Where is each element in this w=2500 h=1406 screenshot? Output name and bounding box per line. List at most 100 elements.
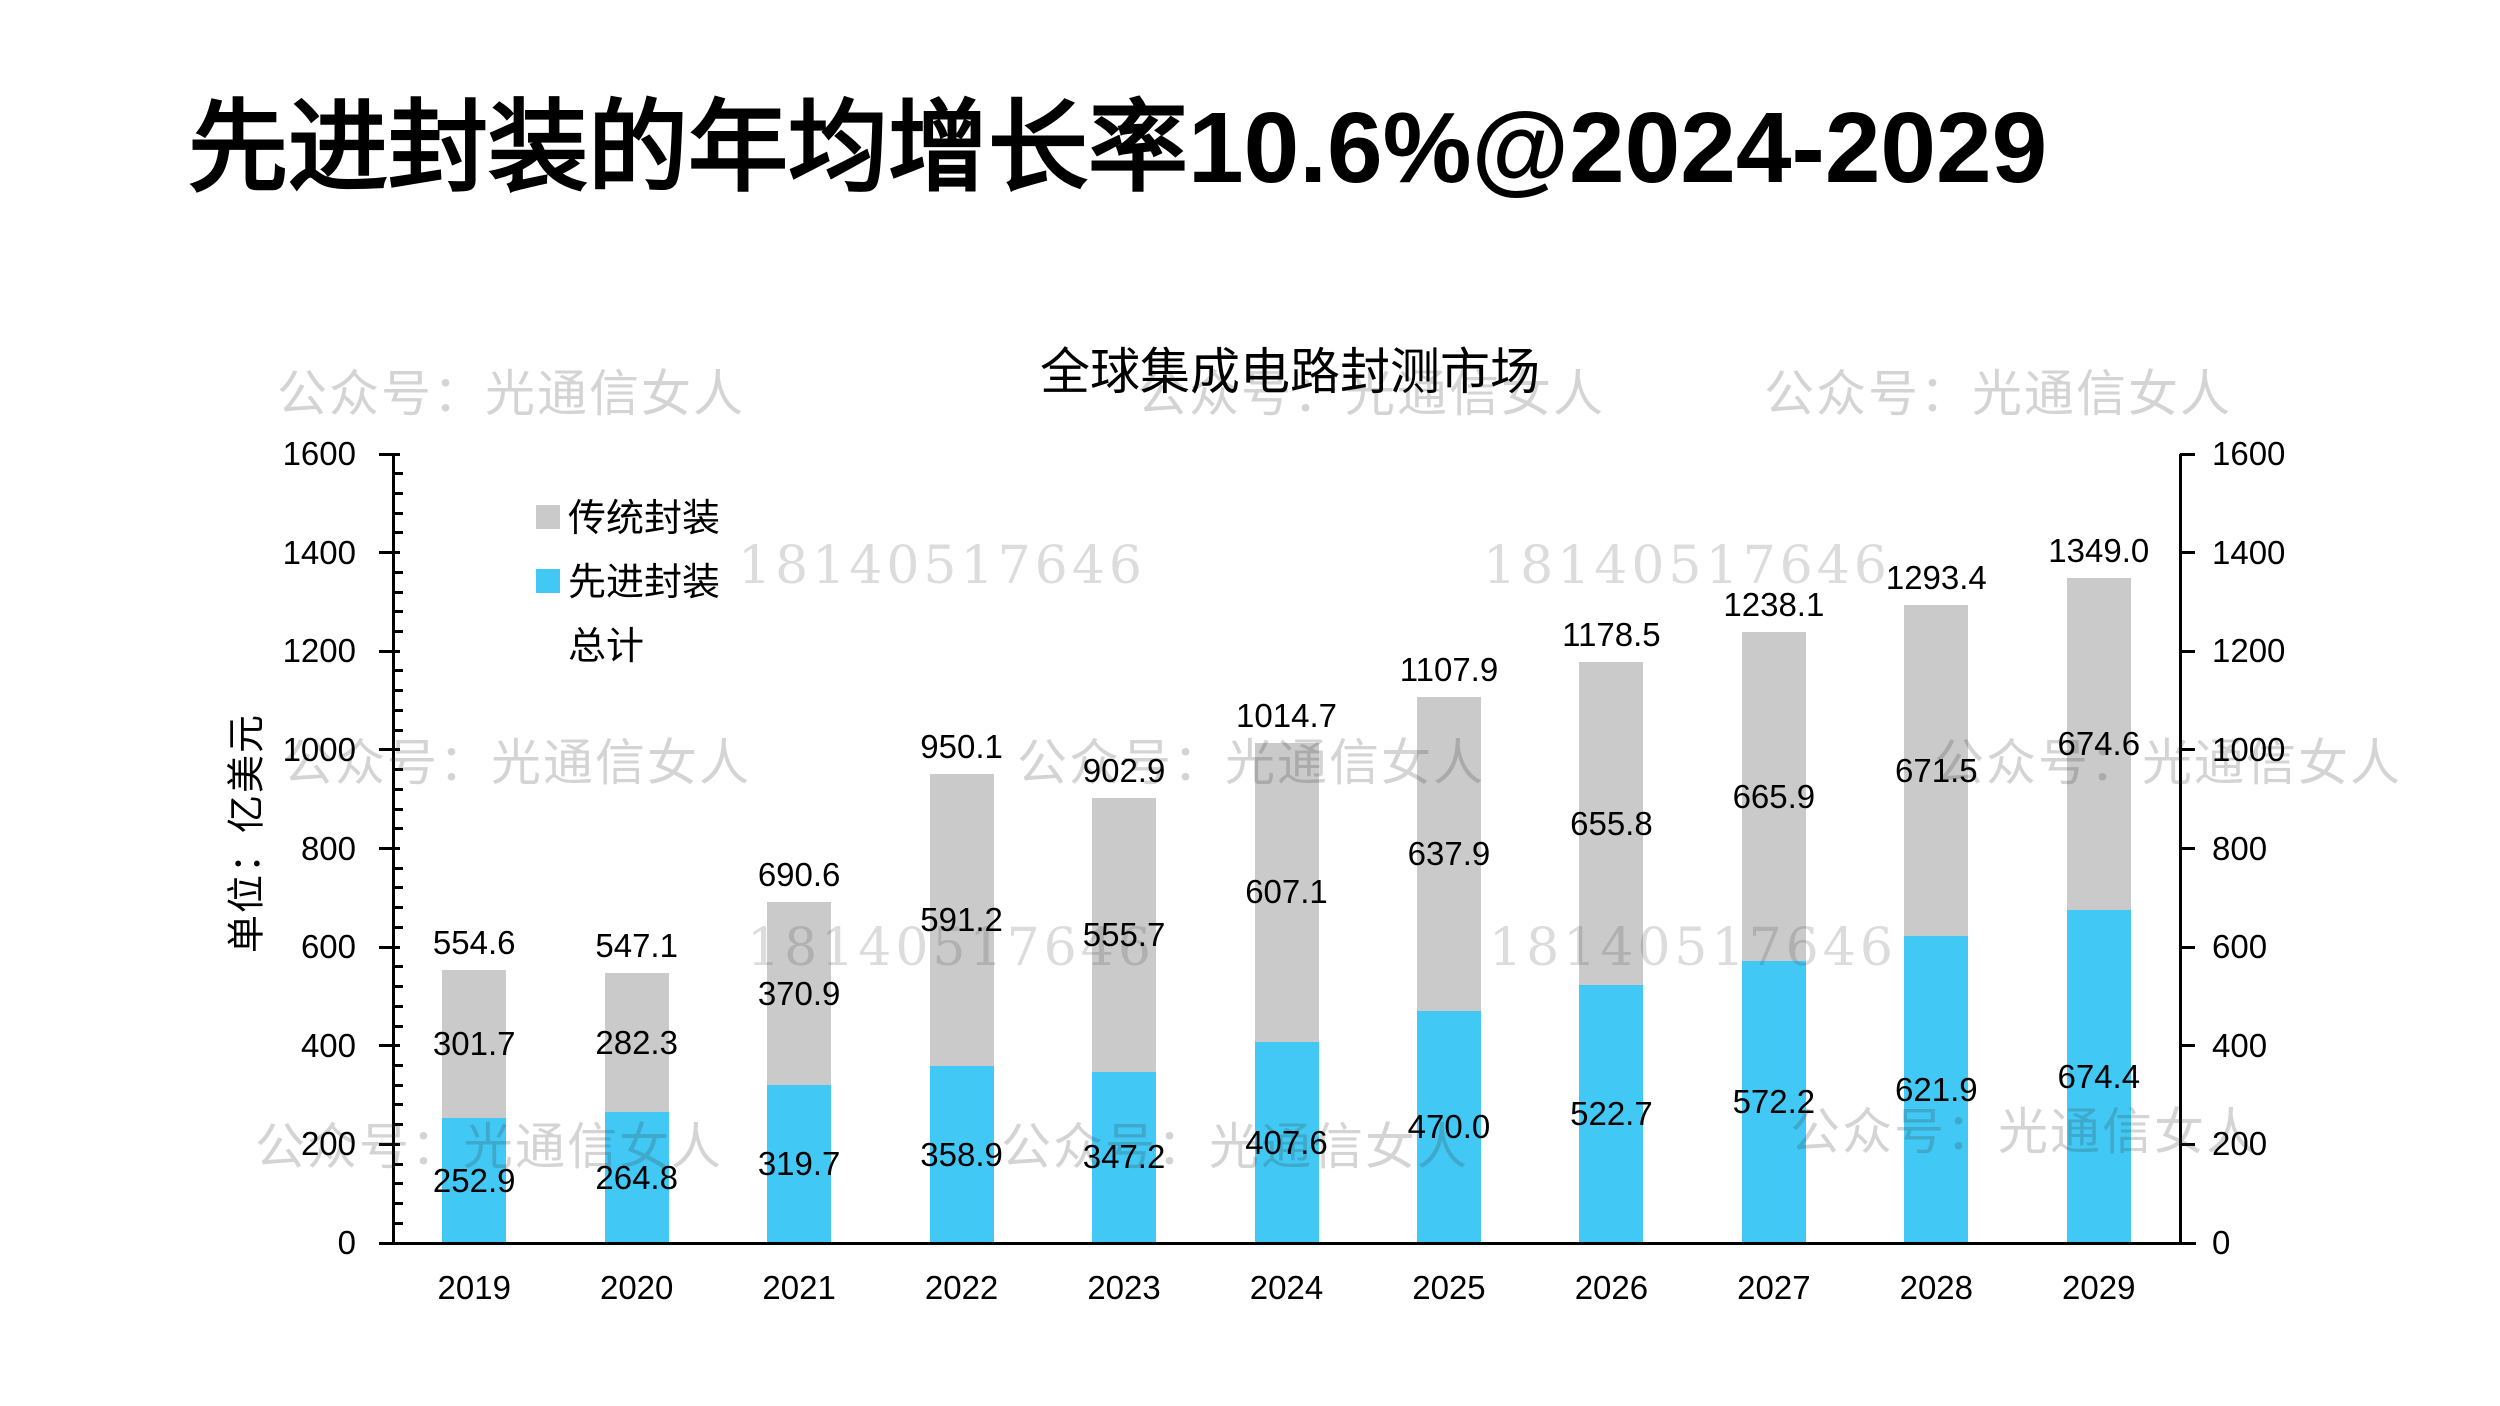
y-tick-minor-left	[393, 669, 403, 673]
y-tick-label-left: 600	[300, 928, 356, 966]
segment-value-label-traditional: 555.7	[1082, 915, 1166, 953]
x-category-label-2029: 2029	[2062, 1269, 2136, 1306]
y-tick-minor-left	[393, 570, 403, 574]
bar-segment-traditional-2019	[442, 969, 507, 1119]
y-tick-minor-left	[393, 689, 403, 693]
segment-value-label-advanced: 358.9	[920, 1135, 1003, 1173]
bar-segment-traditional-2026	[1579, 661, 1644, 986]
y-tick-minor-left	[393, 985, 403, 989]
x-category-label-2026: 2026	[1574, 1269, 1649, 1306]
total-value-label: 1349.0	[2048, 531, 2150, 569]
y-tick-label-right: 400	[2212, 1026, 2268, 1064]
bar-segment-advanced-2027	[1741, 960, 1806, 1243]
y-tick-minor-left	[393, 1221, 403, 1225]
chart-title: 全球集成电路封测市场	[1040, 344, 1540, 400]
y-tick-label-left: 1400	[282, 533, 356, 571]
bar-segment-traditional-2028	[1904, 605, 1969, 937]
watermark-phone-number: 18140517646	[1483, 536, 1891, 596]
y-tick-minor-left	[393, 965, 403, 969]
y-tick-minor-left	[393, 1182, 403, 1186]
x-category-label-2028: 2028	[1899, 1269, 1974, 1306]
segment-value-label-advanced: 522.7	[1570, 1095, 1653, 1133]
y-tick-minor-left	[393, 708, 403, 712]
y-tick-label-right: 1000	[2212, 730, 2286, 768]
y-tick-minor-left	[393, 630, 403, 634]
y-tick-minor-left	[393, 531, 403, 535]
y-tick-minor-left	[393, 827, 403, 831]
watermark-phone-number: 18140517646	[738, 536, 1146, 596]
x-axis	[380, 1241, 2196, 1245]
y-tick-label-left: 0	[337, 1224, 356, 1261]
y-tick-label-right: 1400	[2212, 533, 2286, 571]
segment-value-label-traditional: 655.8	[1570, 804, 1653, 842]
y-tick-minor-left	[393, 472, 403, 476]
y-tick-minor-left	[393, 1024, 403, 1028]
y-tick-label-right: 1600	[2212, 435, 2286, 472]
y-tick-minor-left	[393, 787, 403, 791]
legend-swatch-advanced	[536, 569, 560, 593]
bar-segment-advanced-2026	[1579, 985, 1644, 1243]
total-value-label: 547.1	[595, 927, 678, 965]
y-tick-minor-left	[393, 866, 403, 870]
segment-value-label-traditional: 591.2	[920, 901, 1003, 939]
x-category-label-2023: 2023	[1087, 1269, 1161, 1306]
legend-item-label: 传统封装	[568, 498, 721, 540]
y-tick-major-left	[379, 847, 400, 850]
bar-segment-advanced-2028	[1904, 936, 1969, 1243]
total-value-label: 1238.1	[1723, 586, 1825, 624]
bar-segment-advanced-2024	[1254, 1042, 1319, 1243]
total-value-label: 950.1	[920, 728, 1003, 766]
segment-value-label-advanced: 572.2	[1732, 1082, 1816, 1120]
bar-segment-advanced-2022	[929, 1066, 994, 1243]
total-value-label: 902.9	[1082, 751, 1166, 789]
y-tick-minor-left	[393, 1004, 403, 1008]
y-tick-minor-left	[393, 610, 403, 614]
y-tick-minor-left	[393, 590, 403, 594]
y-tick-minor-left	[393, 491, 403, 495]
segment-value-label-traditional: 671.5	[1895, 751, 1978, 789]
y-tick-minor-left	[393, 728, 403, 732]
segment-value-label-traditional: 637.9	[1407, 834, 1491, 872]
y-tick-major-right	[2180, 1044, 2195, 1048]
y-tick-major-right	[2180, 1241, 2195, 1245]
watermark-account-text: 公众号：光通信女人	[1790, 1103, 2258, 1161]
y-tick-label-right: 800	[2212, 829, 2268, 867]
bar-segment-advanced-2023	[1092, 1071, 1157, 1243]
segment-value-label-traditional: 282.3	[595, 1023, 678, 1061]
y-tick-minor-left	[393, 906, 403, 910]
y-tick-minor-left	[393, 768, 403, 772]
total-value-label: 1014.7	[1236, 696, 1337, 734]
y-tick-label-right: 0	[2212, 1224, 2231, 1261]
x-category-label-2019: 2019	[437, 1269, 511, 1306]
watermark-account-text: 公众号：光通信女人	[1764, 365, 2232, 423]
bar-segment-advanced-2020	[604, 1112, 669, 1243]
y-tick-major-left	[379, 649, 400, 653]
y-tick-minor-left	[393, 925, 403, 929]
x-category-label-2025: 2025	[1412, 1269, 1486, 1306]
segment-value-label-advanced: 470.0	[1407, 1108, 1491, 1146]
bar-segment-traditional-2020	[604, 973, 669, 1113]
y-tick-major-right	[2180, 551, 2195, 555]
y-tick-label-left: 400	[300, 1026, 356, 1064]
bar-segment-traditional-2029	[2066, 577, 2131, 911]
y-tick-major-left	[379, 1142, 400, 1146]
total-value-label: 1107.9	[1399, 650, 1499, 688]
bar-segment-traditional-2025	[1416, 696, 1481, 1012]
bar-segment-advanced-2021	[767, 1085, 832, 1243]
segment-value-label-traditional: 674.6	[2057, 725, 2141, 763]
bar-segment-advanced-2025	[1416, 1011, 1481, 1243]
segment-value-label-traditional: 607.1	[1245, 873, 1328, 911]
y-tick-minor-left	[393, 1123, 403, 1127]
segment-value-label-advanced: 264.8	[595, 1158, 678, 1196]
bar-segment-traditional-2021	[767, 902, 832, 1086]
chart-region: 全球集成电路封测市场 单位：亿美元 0 0 200 200 400 400 600 600 800 8…	[0, 260, 2500, 1406]
x-category-label-2020: 2020	[599, 1269, 674, 1306]
segment-value-label-advanced: 674.4	[2057, 1057, 2141, 1095]
segment-value-label-traditional: 370.9	[757, 974, 841, 1012]
y-tick-major-left	[379, 748, 400, 752]
y-tick-major-right	[2180, 847, 2195, 850]
x-category-label-2021: 2021	[762, 1269, 836, 1306]
total-value-label: 1178.5	[1562, 615, 1661, 653]
segment-value-label-traditional: 665.9	[1732, 777, 1816, 815]
y-tick-major-right	[2180, 649, 2195, 653]
